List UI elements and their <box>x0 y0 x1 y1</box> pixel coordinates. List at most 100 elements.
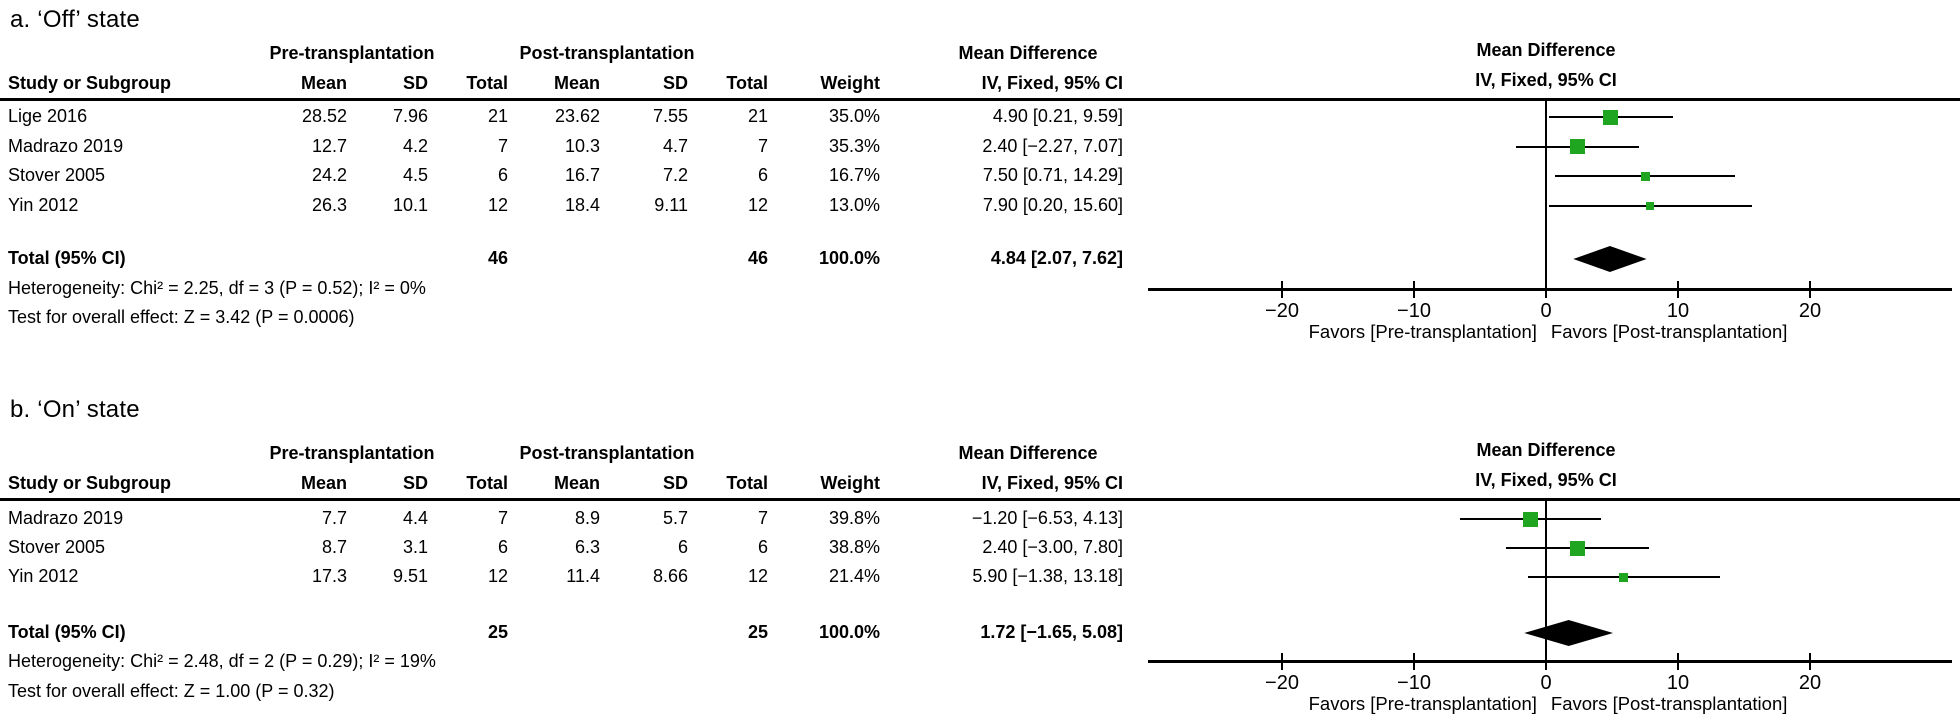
col-header-ci-a: IV, Fixed, 95% CI <box>981 73 1123 93</box>
effect-square <box>1522 511 1538 527</box>
axis-tick-label: 0 <box>1540 672 1552 694</box>
table-row: Yin 2012 26.3 10.1 12 18.4 9.11 12 13.0% 7.90 [0… <box>0 195 1130 219</box>
weight-cell: 13.0% <box>828 194 880 215</box>
total-post-cell: 6 <box>757 165 768 185</box>
plot-header-ci-a: IV, Fixed, 95% CI <box>1475 70 1617 90</box>
col-header-total-post-a: Total <box>726 73 768 93</box>
total-label-cell: Total (95% CI) <box>8 248 126 268</box>
sd-pre-cell: 7.96 <box>392 106 428 126</box>
table-row: Yin 2012 17.3 9.51 12 11.4 8.66 12 21.4% 5.90 [−… <box>0 566 1130 590</box>
sd-post-cell: 7.2 <box>662 165 688 185</box>
mean-pre-cell: 7.7 <box>321 508 347 528</box>
zero-line <box>1545 501 1547 660</box>
mean-pre-cell: 24.2 <box>311 165 347 185</box>
total-ci-cell: 4.84 [2.07, 7.62] <box>990 248 1123 268</box>
total-diamond <box>1524 620 1614 646</box>
study-cell: Madrazo 2019 <box>8 508 124 528</box>
section-a-title: a. ‘Off’ state <box>10 6 140 33</box>
ci-cell: 5.90 [−1.38, 13.18] <box>972 566 1123 586</box>
plot-header-md-b: Mean Difference <box>1476 440 1616 460</box>
table-row: Stover 2005 8.7 3.1 6 6.3 6 6 38.8% 2.40 [−3.00,… <box>0 537 1130 561</box>
plot-header-md-a: Mean Difference <box>1476 40 1616 60</box>
weight-cell: 35.3% <box>828 135 880 156</box>
col-header-weight-b: Weight <box>820 473 880 493</box>
col-header-sd-pre-b: SD <box>402 473 428 493</box>
total-post-cell: 6 <box>757 537 768 557</box>
mean-pre-cell: 26.3 <box>311 194 347 215</box>
col-header-mean-pre-a: Mean <box>300 73 347 93</box>
mean-post-cell: 8.9 <box>574 508 600 528</box>
col-header-sd-pre-a: SD <box>402 73 428 93</box>
total-weight-cell: 100.0% <box>818 248 880 268</box>
sd-pre-cell: 4.2 <box>402 135 428 156</box>
total-post-cell: 21 <box>747 106 768 126</box>
mean-post-cell: 16.7 <box>564 165 600 185</box>
group-header-md-a: Mean Difference <box>958 43 1098 63</box>
total-pre-cell: 12 <box>487 566 508 586</box>
sd-post-cell: 7.55 <box>652 106 688 126</box>
col-header-mean-post-a: Mean <box>553 73 600 93</box>
total-ci-cell: 1.72 [−1.65, 5.08] <box>980 622 1123 642</box>
ci-cell: 7.90 [0.20, 15.60] <box>982 194 1123 215</box>
axis-tick <box>1413 281 1415 298</box>
axis-tick-label: −20 <box>1265 672 1299 694</box>
total-total-pre-cell: 25 <box>487 622 508 642</box>
mean-pre-cell: 12.7 <box>311 135 347 156</box>
col-header-total-pre-a: Total <box>466 73 508 93</box>
zero-line <box>1545 101 1547 288</box>
axis-tick-label: 20 <box>1798 672 1822 694</box>
ci-cell: 2.40 [−3.00, 7.80] <box>982 537 1123 557</box>
effect-square <box>1619 572 1629 582</box>
weight-cell: 16.7% <box>828 165 880 185</box>
table-row: Madrazo 2019 7.7 4.4 7 8.9 5.7 7 39.8% −1.20 [−6… <box>0 508 1130 532</box>
col-header-mean-post-b: Mean <box>553 473 600 493</box>
axis-tick-label: 10 <box>1666 300 1690 322</box>
axis-tick <box>1413 653 1415 670</box>
total-pre-cell: 21 <box>487 106 508 126</box>
favors-left-label-a: Favors [Pre-transplantation] <box>1308 321 1537 342</box>
sd-post-cell: 9.11 <box>654 194 688 215</box>
sd-pre-cell: 9.51 <box>392 566 428 586</box>
axis-tick <box>1809 281 1811 298</box>
total-diamond <box>1573 246 1647 272</box>
section-b-title: b. ‘On’ state <box>10 396 140 423</box>
axis-tick <box>1281 281 1283 298</box>
total-post-cell: 12 <box>747 194 768 215</box>
total-pre-cell: 12 <box>487 194 508 215</box>
axis-tick-label: −10 <box>1397 300 1431 322</box>
total-post-cell: 7 <box>757 135 768 156</box>
total-pre-cell: 6 <box>497 537 508 557</box>
sd-post-cell: 6 <box>677 537 688 557</box>
table-row: Lige 2016 28.52 7.96 21 23.62 7.55 21 35.0% 4.90… <box>0 106 1130 130</box>
axis-favors-labels-a: Favors [Pre-transplantation] Favors [Post… <box>1302 321 1795 343</box>
study-cell: Yin 2012 <box>8 566 79 586</box>
ci-cell: 2.40 [−2.27, 7.07] <box>982 135 1123 156</box>
mean-post-cell: 10.3 <box>564 135 600 156</box>
study-cell: Yin 2012 <box>8 194 79 215</box>
axis-tick <box>1281 653 1283 670</box>
table-row: Madrazo 2019 12.7 4.2 7 10.3 4.7 7 35.3% 2.40 [−… <box>0 136 1130 160</box>
total-total-pre-cell: 46 <box>487 248 508 268</box>
study-cell: Stover 2005 <box>8 165 106 185</box>
col-header-sd-post-b: SD <box>662 473 688 493</box>
mean-post-cell: 23.62 <box>554 106 600 126</box>
effect-square <box>1570 540 1586 556</box>
heterogeneity-note-a: Heterogeneity: Chi² = 2.25, df = 3 (P = … <box>8 278 426 298</box>
col-header-mean-pre-b: Mean <box>300 473 347 493</box>
ci-cell: −1.20 [−6.53, 4.13] <box>971 508 1123 528</box>
axis-tick <box>1677 281 1679 298</box>
weight-cell: 21.4% <box>828 566 880 586</box>
col-header-weight-a: Weight <box>820 73 880 93</box>
heterogeneity-note-b: Heterogeneity: Chi² = 2.48, df = 2 (P = … <box>8 651 436 671</box>
mean-pre-cell: 28.52 <box>301 106 347 126</box>
total-row: Total (95% CI) 46 46 100.0% 4.84 [2.07, 7.62… <box>0 248 1130 272</box>
mean-pre-cell: 17.3 <box>311 566 347 586</box>
col-header-ci-b: IV, Fixed, 95% CI <box>981 473 1123 493</box>
weight-cell: 35.0% <box>828 106 880 126</box>
axis-tick-label: 10 <box>1666 672 1690 694</box>
total-pre-cell: 7 <box>497 508 508 528</box>
axis-tick-label: −20 <box>1265 300 1299 322</box>
sd-pre-cell: 4.5 <box>402 165 428 185</box>
favors-right-label-b: Favors [Post-transplantation] <box>1550 693 1788 714</box>
